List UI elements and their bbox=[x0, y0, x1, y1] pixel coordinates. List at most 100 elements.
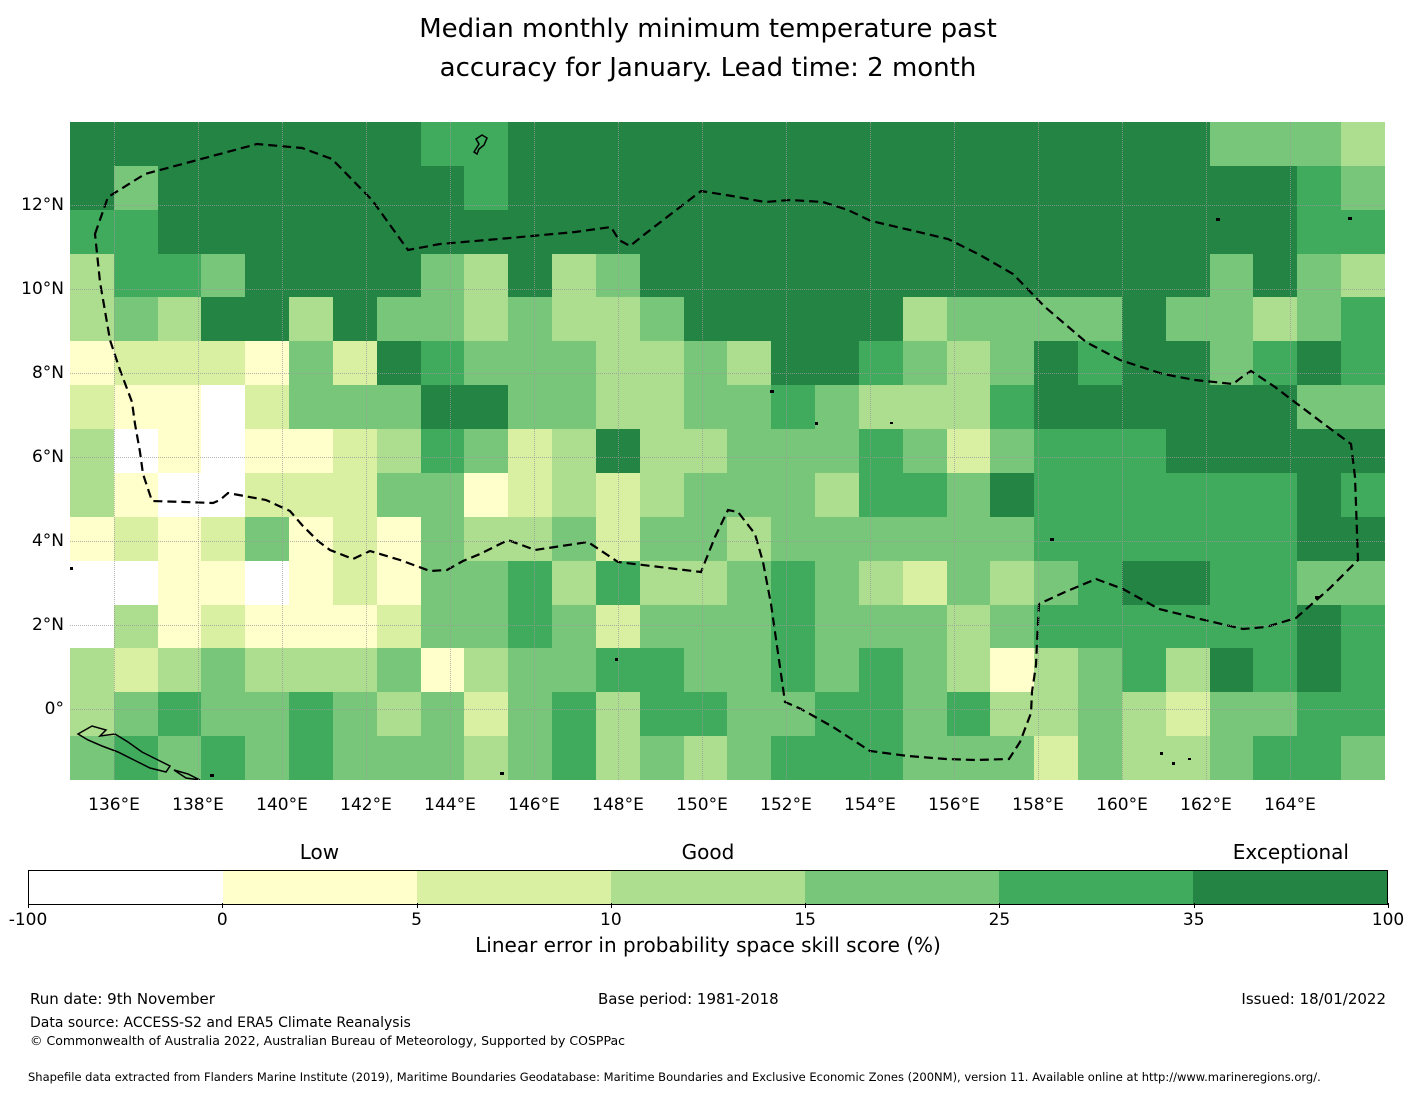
colorbar-tick-label: -100 bbox=[8, 910, 48, 930]
heatmap-cell bbox=[683, 385, 728, 430]
colorbar-tick-label: 15 bbox=[794, 910, 816, 930]
heatmap-cell bbox=[332, 429, 377, 473]
heatmap-cell bbox=[1078, 736, 1122, 780]
heatmap-cell bbox=[815, 560, 859, 605]
colorbar-tick-mark bbox=[805, 903, 807, 908]
colorbar-label: Linear error in probability space skill … bbox=[475, 933, 941, 957]
heatmap-cell bbox=[595, 736, 640, 780]
colorbar-tick-mark bbox=[1193, 903, 1195, 908]
heatmap-cell bbox=[683, 165, 728, 210]
heatmap-cell bbox=[639, 736, 684, 780]
heatmap-cell bbox=[1121, 516, 1166, 561]
heatmap-cell bbox=[771, 297, 816, 342]
heatmap-cell bbox=[858, 692, 903, 737]
x-tick-label: 152°E bbox=[760, 795, 812, 815]
heatmap-cell bbox=[1034, 209, 1079, 254]
heatmap-cell bbox=[376, 165, 421, 210]
heatmap-cell bbox=[1078, 297, 1122, 342]
heatmap-cell bbox=[815, 165, 859, 210]
heatmap-cell bbox=[464, 560, 509, 605]
heatmap-cell bbox=[1121, 604, 1166, 649]
heatmap-cell bbox=[902, 560, 947, 605]
heatmap-cell bbox=[376, 253, 421, 298]
heatmap-cell bbox=[858, 297, 903, 342]
heatmap-cell bbox=[683, 736, 728, 780]
heatmap-cell bbox=[639, 604, 684, 649]
heatmap-cell bbox=[1341, 648, 1385, 693]
heatmap-cell bbox=[552, 341, 596, 386]
heatmap-cell bbox=[1165, 297, 1210, 342]
heatmap-cell bbox=[1341, 385, 1385, 430]
heatmap-cell bbox=[420, 648, 465, 693]
heatmap-cell bbox=[858, 736, 903, 780]
heatmap-cell bbox=[508, 165, 553, 210]
heatmap-cell bbox=[595, 341, 640, 386]
heatmap-cell bbox=[1121, 472, 1166, 517]
heatmap-cell bbox=[245, 253, 290, 298]
heatmap-cell bbox=[420, 429, 465, 473]
heatmap-cell bbox=[201, 648, 246, 693]
heatmap-cell bbox=[332, 648, 377, 693]
heatmap-cell bbox=[771, 648, 816, 693]
heatmap-cell bbox=[902, 648, 947, 693]
heatmap-cell bbox=[157, 297, 202, 342]
heatmap-cell bbox=[157, 560, 202, 605]
heatmap-cell bbox=[990, 341, 1035, 386]
heatmap-cell bbox=[552, 648, 596, 693]
heatmap-cell bbox=[946, 604, 991, 649]
heatmap-cell bbox=[420, 385, 465, 430]
heatmap-cell bbox=[683, 472, 728, 517]
heatmap-cell bbox=[815, 604, 859, 649]
heatmap-cell bbox=[70, 516, 114, 561]
heatmap-cell bbox=[420, 165, 465, 210]
heatmap-cell bbox=[508, 604, 553, 649]
heatmap-cell bbox=[1034, 516, 1079, 561]
map-plot-area bbox=[70, 122, 1385, 780]
heatmap-cell bbox=[420, 604, 465, 649]
heatmap-cell bbox=[1078, 429, 1122, 473]
heatmap-cell bbox=[1341, 560, 1385, 605]
heatmap-cell bbox=[1209, 736, 1254, 780]
heatmap-cell bbox=[508, 297, 553, 342]
heatmap-cell bbox=[902, 297, 947, 342]
heatmap-cell bbox=[1121, 165, 1166, 210]
x-tick-label: 142°E bbox=[340, 795, 392, 815]
heatmap-cell bbox=[1121, 122, 1166, 166]
heatmap-cell bbox=[815, 648, 859, 693]
y-tick-label: 0° bbox=[44, 699, 64, 719]
heatmap-cell bbox=[595, 122, 640, 166]
heatmap-cell bbox=[245, 516, 290, 561]
heatmap-cell bbox=[113, 516, 158, 561]
heatmap-cell bbox=[245, 560, 290, 605]
heatmap-cell bbox=[201, 516, 246, 561]
heatmap-cell bbox=[990, 648, 1035, 693]
heatmap-cell bbox=[464, 209, 509, 254]
heatmap-cell bbox=[376, 560, 421, 605]
heatmap-cell bbox=[1209, 560, 1254, 605]
heatmap-cell bbox=[595, 209, 640, 254]
heatmap-cell bbox=[683, 297, 728, 342]
heatmap-cell bbox=[683, 341, 728, 386]
heatmap-cell bbox=[727, 297, 772, 342]
heatmap-cell bbox=[946, 736, 991, 780]
heatmap-cell bbox=[639, 253, 684, 298]
heatmap-cell bbox=[771, 736, 816, 780]
x-tick-label: 158°E bbox=[1012, 795, 1064, 815]
heatmap-cell bbox=[157, 604, 202, 649]
y-tick-label: 8°N bbox=[31, 363, 64, 383]
heatmap-cell bbox=[727, 341, 772, 386]
heatmap-cell bbox=[157, 122, 202, 166]
colorbar-segment bbox=[999, 871, 1193, 904]
heatmap-cell bbox=[552, 165, 596, 210]
heatmap-cell bbox=[245, 165, 290, 210]
x-tick-label: 144°E bbox=[424, 795, 476, 815]
heatmap-cell bbox=[245, 385, 290, 430]
footer-issued: Issued: 18/01/2022 bbox=[1241, 990, 1386, 1008]
heatmap-cell bbox=[1078, 385, 1122, 430]
footer-run-date: Run date: 9th November bbox=[30, 990, 215, 1008]
heatmap-cell bbox=[1121, 253, 1166, 298]
heatmap-cell bbox=[1341, 692, 1385, 737]
heatmap-cell bbox=[508, 385, 553, 430]
heatmap-cell bbox=[552, 736, 596, 780]
heatmap-cell bbox=[771, 385, 816, 430]
